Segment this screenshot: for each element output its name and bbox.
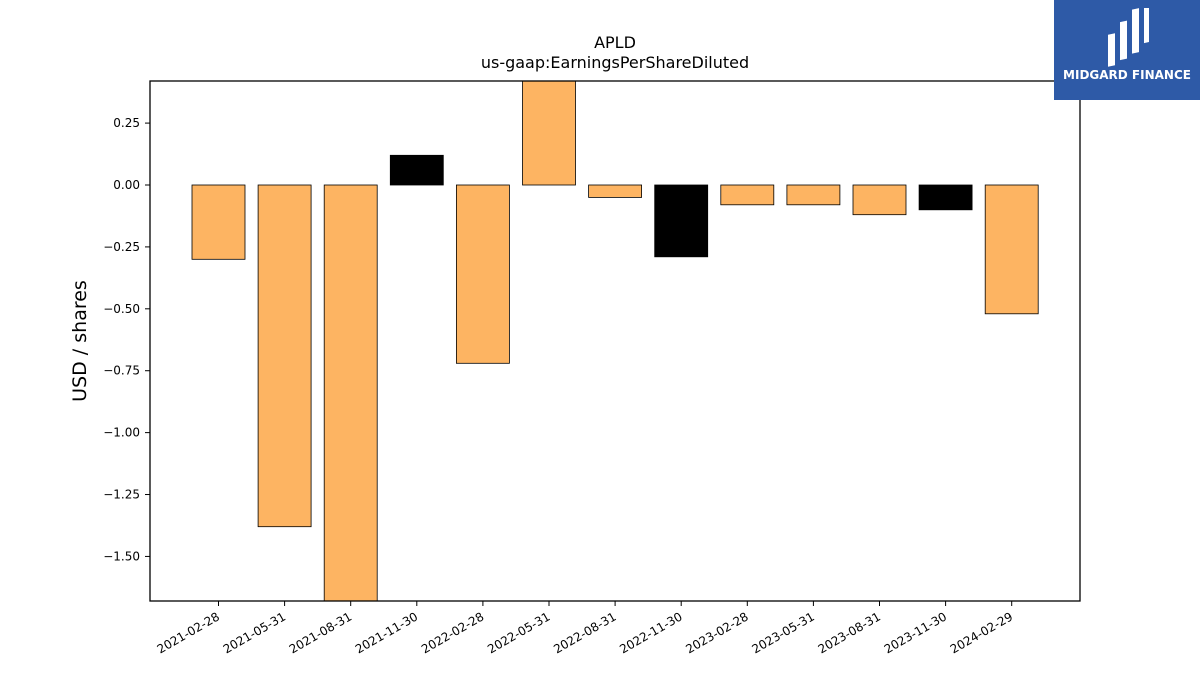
x-tick-label: 2023-11-30 (882, 609, 949, 656)
chart-subtitle: us-gaap:EarningsPerShareDiluted (481, 53, 749, 72)
bar-2022-05-31 (522, 80, 576, 186)
x-tick-label: 2022-05-31 (485, 609, 552, 656)
y-tick-label: −1.50 (103, 549, 140, 563)
bar-2022-11-30 (654, 184, 709, 258)
y-tick-label: −1.25 (103, 488, 140, 502)
y-tick-label: −0.50 (103, 302, 140, 316)
brand-name: MIDGARD FINANCE (1063, 68, 1191, 82)
bar-2022-08-31 (588, 184, 642, 198)
y-axis-label: USD / shares (69, 280, 91, 402)
y-tick-label: −0.75 (103, 364, 140, 378)
chart-title: APLD (594, 33, 636, 52)
y-tick-label: 0.00 (113, 178, 140, 192)
plot-frame (149, 80, 1081, 602)
bar-2024-02-29 (984, 184, 1039, 315)
bar-2021-08-31 (323, 184, 378, 602)
y-tick-label: −0.25 (103, 240, 140, 254)
x-tick-label: 2021-02-28 (155, 609, 222, 656)
x-axis: 2021-02-282021-05-312021-08-312021-11-30… (155, 601, 1015, 656)
bar-2023-02-28 (720, 184, 775, 206)
x-tick-label: 2022-02-28 (419, 609, 486, 656)
bar-2021-11-30 (389, 154, 444, 186)
bar-2023-05-31 (786, 184, 841, 206)
bars-group (191, 80, 1039, 602)
y-axis: 0.25 0.00 −0.25 −0.50 −0.75 −1.00 −1.25 −1.50 (103, 116, 150, 563)
bar-2023-11-30 (918, 184, 973, 211)
x-tick-label: 2021-11-30 (353, 609, 420, 656)
brand-logo: MIDGARD FINANCE (1054, 0, 1200, 100)
bar-2022-02-28 (455, 184, 510, 364)
bar-2021-02-28 (191, 184, 246, 260)
x-tick-label: 2023-02-28 (683, 609, 750, 656)
x-tick-label: 2021-05-31 (221, 609, 288, 656)
x-tick-label: 2022-08-31 (551, 609, 618, 656)
x-tick-label: 2021-08-31 (287, 609, 354, 656)
bar-2023-08-31 (852, 184, 907, 216)
x-tick-label: 2024-02-29 (948, 609, 1015, 656)
brand-mark-icon (1108, 8, 1149, 67)
x-tick-label: 2023-05-31 (749, 609, 816, 656)
y-tick-label: −1.00 (103, 426, 140, 440)
x-tick-label: 2022-11-30 (617, 609, 684, 656)
y-tick-label: 0.25 (113, 116, 140, 130)
bar-2021-05-31 (257, 184, 312, 528)
x-tick-label: 2023-08-31 (816, 609, 883, 656)
